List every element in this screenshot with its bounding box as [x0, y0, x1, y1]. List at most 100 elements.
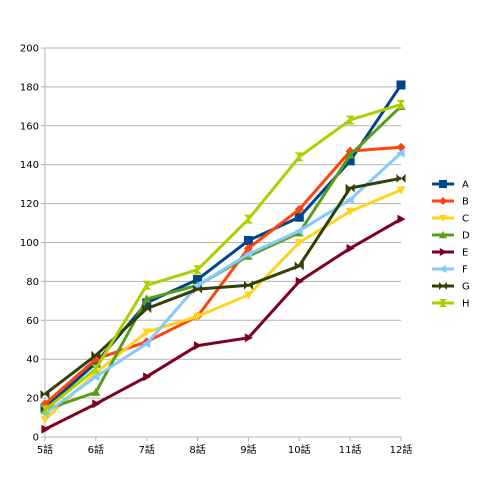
data-point	[396, 99, 406, 109]
series-line	[43, 188, 402, 421]
x-tick-label: 6話	[88, 443, 104, 456]
legend-item: F	[432, 265, 468, 276]
data-point	[439, 231, 447, 239]
series-line	[44, 102, 402, 411]
data-point	[439, 299, 447, 307]
legend-label: E	[462, 248, 468, 259]
data-point	[396, 173, 406, 183]
data-point	[243, 236, 253, 246]
legend-label: B	[462, 197, 469, 208]
data-point	[41, 424, 50, 434]
data-point	[294, 204, 304, 214]
data-point	[295, 276, 304, 286]
x-tick-label: 11話	[339, 443, 362, 456]
data-point	[243, 291, 253, 300]
data-point	[294, 212, 304, 222]
data-point	[345, 195, 354, 205]
series-line	[44, 151, 403, 415]
legend-item: E	[432, 248, 468, 259]
series-H	[40, 99, 406, 415]
data-point	[439, 282, 447, 290]
data-point	[193, 280, 202, 290]
data-point	[40, 415, 50, 424]
data-point	[396, 148, 405, 158]
x-tick-label: 9話	[240, 443, 256, 456]
y-tick-label: 80	[26, 277, 39, 288]
data-point	[439, 265, 447, 273]
data-point	[193, 274, 203, 284]
data-point	[345, 156, 355, 166]
legend-label: G	[462, 282, 470, 293]
y-tick-label: 100	[20, 238, 39, 249]
series-line	[44, 217, 402, 431]
y-tick-label: 0	[33, 433, 39, 444]
data-point	[294, 238, 304, 247]
data-point	[346, 243, 355, 253]
data-point	[193, 312, 203, 321]
data-point	[193, 341, 203, 351]
y-tick-label: 40	[26, 355, 39, 366]
y-tick-label: 140	[20, 160, 39, 171]
data-point	[40, 405, 50, 415]
data-point	[345, 207, 355, 216]
data-point	[142, 280, 152, 290]
legend-label: H	[462, 299, 470, 310]
data-point	[396, 186, 406, 195]
data-point	[143, 372, 152, 382]
data-point	[91, 372, 100, 382]
data-point	[142, 339, 151, 349]
legend-item: C	[432, 214, 469, 225]
data-point	[294, 152, 304, 162]
x-tick-label: 10話	[288, 443, 311, 456]
data-point	[142, 304, 152, 314]
x-tick-label: 7話	[139, 443, 155, 456]
data-point	[40, 389, 50, 399]
data-point	[294, 226, 303, 236]
data-point	[439, 214, 447, 222]
legend-label: A	[462, 180, 469, 191]
legend-label: C	[462, 214, 469, 225]
data-point	[243, 249, 253, 259]
legend-item: H	[432, 299, 470, 310]
legend-label: D	[462, 231, 470, 242]
data-point	[243, 280, 253, 290]
legend-item: G	[432, 282, 470, 293]
data-point	[439, 180, 447, 188]
series-line	[44, 176, 402, 396]
legend-label: F	[462, 265, 468, 276]
series-C	[40, 186, 406, 424]
data-point	[243, 214, 253, 224]
data-point	[91, 387, 101, 396]
data-point	[142, 298, 152, 308]
data-point	[345, 183, 355, 193]
series-E	[41, 214, 406, 434]
y-tick-label: 120	[20, 199, 39, 210]
data-point	[142, 294, 152, 303]
x-axis-ticks: 5話 6話 7話 8話 9話 10話 11話 12話	[37, 437, 413, 456]
y-axis-ticks: 0 20 40 60 80 100 120 140 160 180 200	[20, 44, 45, 444]
data-point	[294, 261, 304, 271]
legend-item: A	[432, 180, 469, 191]
x-tick-label: 5話	[37, 443, 53, 456]
data-point	[345, 150, 355, 159]
y-tick-label: 160	[20, 121, 39, 132]
data-point	[193, 284, 203, 294]
data-point	[396, 80, 406, 90]
x-tick-label: 8話	[189, 443, 205, 456]
data-point	[439, 248, 447, 256]
y-tick-label: 200	[20, 44, 39, 55]
legend-item: D	[432, 231, 470, 242]
y-tick-label: 20	[26, 394, 39, 405]
data-point	[142, 328, 152, 337]
data-point	[91, 350, 101, 360]
data-point	[193, 265, 203, 275]
x-tick-label: 12話	[390, 443, 413, 456]
y-tick-label: 60	[26, 316, 39, 327]
legend-item: B	[432, 197, 469, 208]
data-point	[92, 399, 101, 409]
data-point	[91, 364, 101, 374]
data-point	[244, 333, 253, 343]
y-tick-label: 180	[20, 82, 39, 93]
data-point	[345, 115, 355, 125]
